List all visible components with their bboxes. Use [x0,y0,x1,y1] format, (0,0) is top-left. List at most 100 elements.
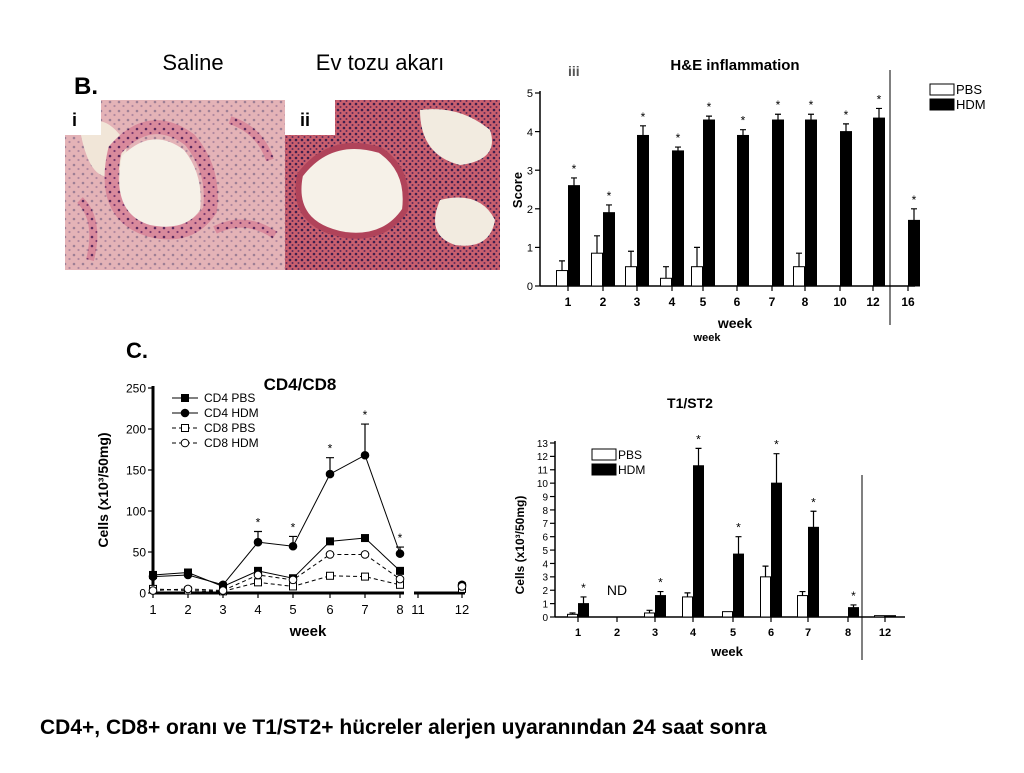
significance-label: * [658,576,663,590]
marker [395,549,405,558]
x-tick-label: 6 [734,295,741,309]
marker [395,574,405,584]
y-tick-label: 50 [133,546,147,560]
error-bar [559,260,565,271]
x-axis-title: week [693,332,722,344]
x-axis-title: week [717,315,752,331]
image-label: ii [300,110,310,130]
x-tick-label: 5 [289,602,296,617]
panel-label: C. [126,338,148,363]
x-tick-label: 2 [600,295,607,309]
marker [148,586,158,595]
error-bar [361,423,369,456]
significance-label: * [398,531,403,545]
bar [733,553,744,618]
error-bar [684,592,691,597]
error-bar [675,146,681,151]
error-bar [796,252,802,267]
x-axis-title: week [710,644,744,659]
bar [793,266,805,287]
panel-label: iii [568,63,580,79]
error-bar [594,235,600,254]
bar [693,465,704,618]
bar [691,266,703,287]
marker [361,572,369,581]
error-bar [773,453,780,484]
bar [556,270,568,287]
marker [325,469,335,479]
significance-label: * [256,516,261,530]
significance-label: * [291,520,296,534]
x-tick-label: 7 [361,602,368,617]
y-tick-label: 1 [542,599,548,610]
legend-swatch [591,448,617,461]
chart-title: T1/ST2 [667,395,713,411]
marker [326,537,334,546]
marker [360,450,370,460]
bar [885,615,896,618]
x-tick-label: 3 [219,602,226,617]
bar [660,277,672,287]
error-bar [799,590,806,596]
x-tick-label: 6 [768,627,774,639]
x-tick-label: 1 [565,295,572,309]
histology-saline: i [65,100,285,270]
significance-label: * [741,114,746,128]
error-bar [580,596,587,604]
bar [760,576,771,618]
error-bar [843,123,849,132]
y-tick-label: 200 [126,423,146,437]
significance-label: * [572,162,577,176]
x-tick-label: 5 [700,295,707,309]
label-saline: Saline [162,50,223,75]
bar [567,613,578,618]
x-tick-label: 5 [730,627,736,639]
significance-label: * [328,442,333,456]
y-tick-label: 1 [527,243,533,255]
x-tick-label: 6 [326,602,333,617]
legend-swatch [591,463,617,476]
error-bar [571,177,577,186]
x-tick-label: 11 [411,602,425,617]
marker [360,550,370,559]
marker [396,566,404,575]
y-axis-title: Cells (x10³/50mg) [95,432,111,547]
legend-label: PBS [956,82,982,97]
marker [457,582,467,591]
marker [325,550,335,559]
x-tick-label: 10 [833,295,847,309]
legend-swatch [929,98,955,111]
legend-label: CD8 PBS [204,421,255,435]
bar [637,134,649,287]
caption: CD4+, CD8+ oranı ve T1/ST2+ hücreler ale… [40,716,767,739]
x-tick-label: 1 [149,602,156,617]
marker [218,586,228,595]
bar [848,607,859,618]
x-tick-label: 12 [455,602,469,617]
x-tick-label: 12 [879,627,891,639]
y-tick-label: 11 [538,466,549,477]
marker [253,537,263,547]
error-bar [663,266,669,279]
error-bar [810,510,817,528]
x-tick-label: 4 [254,602,261,617]
histology-hdm: ii [285,100,500,270]
y-tick-label: 0 [542,613,548,624]
bar [874,615,885,618]
significance-label: * [809,98,814,112]
x-tick-label: 16 [901,295,915,309]
marker [254,578,262,587]
marker [183,570,193,580]
bar [771,482,782,618]
legend-swatch [929,83,955,96]
y-tick-label: 10 [537,479,549,490]
bar [655,595,666,618]
x-tick-label: 7 [805,627,811,639]
error-bar [740,129,746,136]
error-bar [775,113,781,121]
bar [591,252,603,287]
bar [703,119,715,287]
bar [682,596,693,618]
